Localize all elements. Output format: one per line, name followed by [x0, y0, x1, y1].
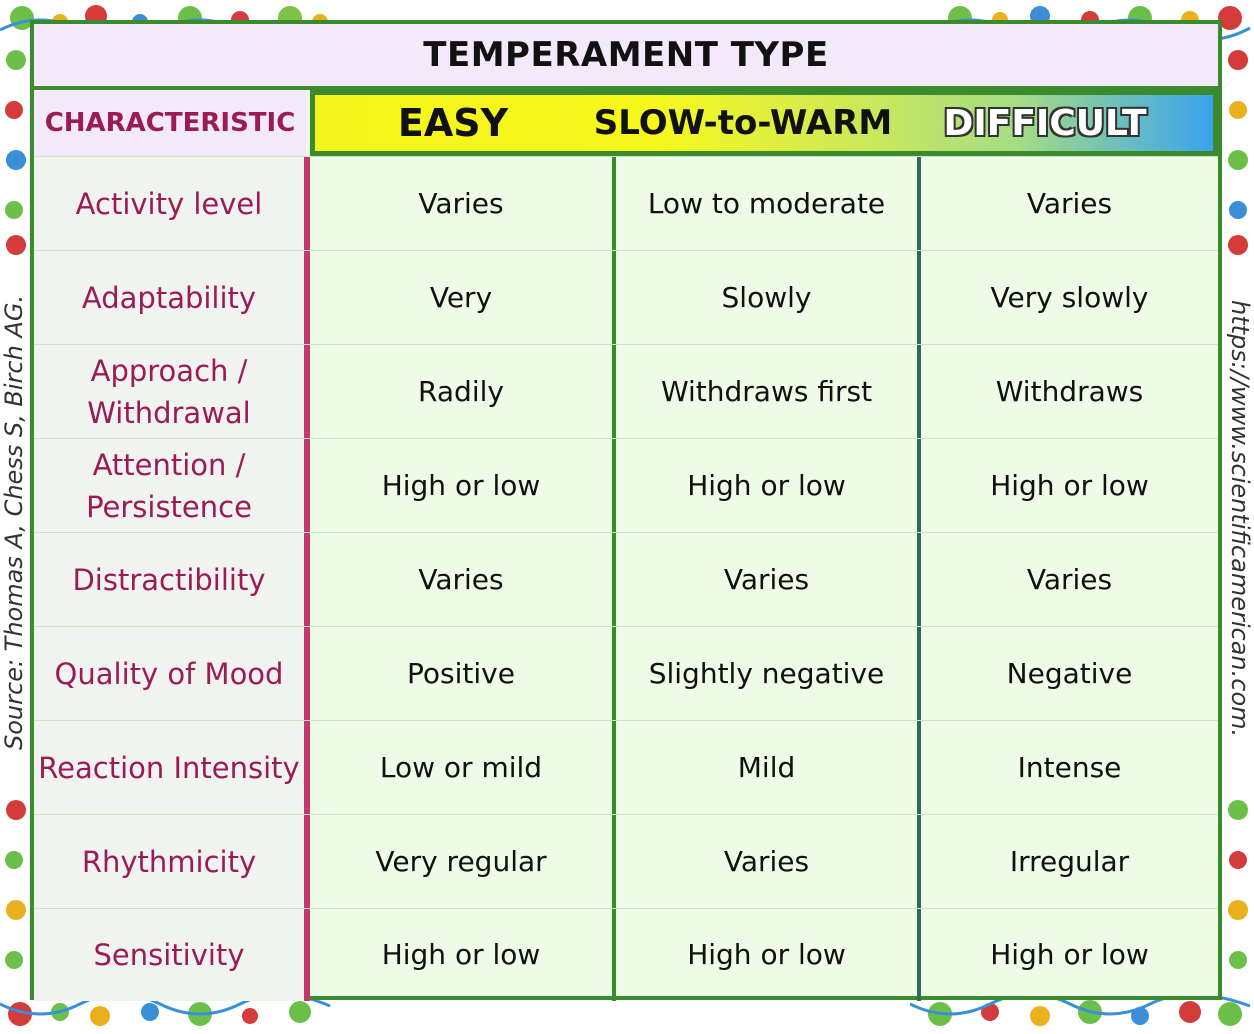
source-url: https://www.scientificamerican.com. [1226, 300, 1254, 738]
source-citation: Source: Thomas A, Chess S, Birch AG. [0, 294, 28, 750]
table-row: Quality of Mood Positive Slightly negati… [34, 626, 1218, 721]
characteristic-cell: Quality of Mood [34, 627, 310, 721]
difficult-cell: Withdraws [995, 374, 1144, 408]
header-row: CHARACTERISTIC EASY SLOW-to-WARM DIFFICU… [34, 90, 1218, 156]
slow-cell: Varies [616, 533, 921, 627]
easy-cell: Positive [310, 627, 616, 721]
characteristic-cell: Rhythmicity [34, 815, 310, 909]
side-ornament-right-top-icon [1228, 50, 1248, 255]
characteristic-cell: Approach / Withdrawal [34, 345, 310, 439]
slow-cell: High or low [616, 909, 921, 1001]
difficult-cell: Varies [1026, 186, 1113, 220]
table-body: Activity level Varies Low to moderate Va… [34, 156, 1218, 1001]
table-row: Adaptability Very Slowly Very slowly [34, 250, 1218, 345]
easy-cell: Varies [310, 533, 616, 627]
table-title: TEMPERAMENT TYPE [34, 24, 1218, 90]
characteristic-cell: Attention / Persistence [34, 439, 310, 533]
easy-cell: Radily [310, 345, 616, 439]
easy-cell: Low or mild [310, 721, 616, 815]
characteristic-cell: Adaptability [34, 251, 310, 345]
difficult-cell: Varies [1026, 562, 1113, 596]
header-easy: EASY [397, 101, 509, 145]
difficult-cell: Irregular [1009, 844, 1130, 878]
table-row: Approach / Withdrawal Radily Withdraws f… [34, 344, 1218, 439]
difficult-cell: Very slowly [990, 280, 1149, 314]
characteristic-cell: Activity level [34, 157, 310, 251]
table-row: Distractibility Varies Varies Varies [34, 532, 1218, 627]
slow-cell: Withdraws first [616, 345, 921, 439]
slow-cell: Mild [616, 721, 921, 815]
easy-cell: High or low [310, 439, 616, 533]
table-row: Sensitivity High or low High or low High… [34, 908, 1218, 1001]
slow-cell: Varies [616, 815, 921, 909]
side-ornament-left-bottom-icon [5, 800, 26, 969]
difficult-cell: High or low [990, 468, 1149, 502]
easy-cell: Very regular [310, 815, 616, 909]
easy-cell: High or low [310, 909, 616, 1001]
difficult-cell: Negative [1006, 656, 1133, 690]
characteristic-cell: Sensitivity [34, 909, 310, 1001]
difficult-cell: Intense [1017, 750, 1122, 784]
side-ornament-right-bottom-icon [1228, 800, 1248, 969]
slow-cell: Low to moderate [616, 157, 921, 251]
difficult-cell: High or low [990, 937, 1149, 971]
temperament-type-band: EASY SLOW-to-WARM DIFFICULT [310, 90, 1218, 156]
header-slow-to-warm: SLOW-to-WARM [593, 103, 893, 143]
slow-cell: Slightly negative [616, 627, 921, 721]
header-characteristic: CHARACTERISTIC [34, 90, 306, 156]
slow-cell: High or low [616, 439, 921, 533]
characteristic-cell: Reaction Intensity [34, 721, 310, 815]
table-row: Rhythmicity Very regular Varies Irregula… [34, 814, 1218, 909]
table-row: Reaction Intensity Low or mild Mild Inte… [34, 720, 1218, 815]
temperament-table: TEMPERAMENT TYPE CHARACTERISTIC EASY SLO… [30, 20, 1222, 1001]
easy-cell: Varies [310, 157, 616, 251]
header-difficult: DIFFICULT [943, 102, 1147, 144]
slow-cell: Slowly [616, 251, 921, 345]
table-row: Activity level Varies Low to moderate Va… [34, 156, 1218, 251]
characteristic-cell: Distractibility [34, 533, 310, 627]
table-row: Attention / Persistence High or low High… [34, 438, 1218, 533]
side-ornament-left-top-icon [5, 50, 26, 255]
easy-cell: Very [310, 251, 616, 345]
